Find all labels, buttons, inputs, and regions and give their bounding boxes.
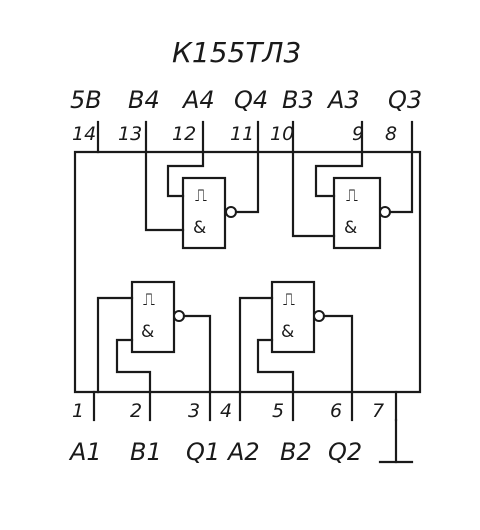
gate-1-inverter-bubble (173, 310, 185, 322)
gate-1-schmitt-symbol: ⎍ (143, 290, 155, 310)
pin-number-10: 10 (270, 123, 294, 145)
bottom-pin-numbers: 1 2 3 4 5 6 7 (72, 400, 384, 422)
signal-label-a1: А1 (68, 438, 102, 466)
pin-number-1: 1 (72, 400, 84, 422)
gate-3-inverter-bubble (379, 206, 391, 218)
pin-number-2: 2 (130, 400, 142, 422)
chip-body-outline (73, 150, 422, 394)
signal-label-b3: В3 (282, 86, 314, 114)
pin-number-13: 13 (118, 123, 142, 145)
gate-3-schmitt-symbol: ⎍ (346, 186, 358, 206)
signal-label-a3: А3 (326, 86, 360, 114)
signal-label-a4: А4 (181, 86, 215, 114)
gate-3: ⎍ & (291, 150, 414, 250)
gate-4-and-symbol: & (193, 218, 206, 238)
bottom-signal-labels: А1 В1 Q1 А2 В2 Q2 (68, 438, 362, 466)
pin-number-5: 5 (272, 400, 284, 422)
top-pin-numbers: 14 13 12 11 10 9 8 (72, 123, 397, 145)
gate-2-schmitt-symbol: ⎍ (283, 290, 295, 310)
pin-number-11: 11 (230, 123, 254, 145)
signal-label-b2: В2 (280, 438, 312, 466)
signal-label-q2: Q2 (328, 438, 362, 466)
signal-label-q4: Q4 (234, 86, 268, 114)
gate-1: ⎍ & (96, 280, 212, 394)
top-pin-leads (96, 120, 414, 154)
gate-4: ⎍ & (144, 150, 260, 250)
gate-4-body (181, 176, 227, 250)
pin-number-8: 8 (385, 123, 397, 145)
gate-4-schmitt-symbol: ⎍ (195, 186, 207, 206)
gate-2: ⎍ & (238, 280, 354, 394)
signal-label-b4: В4 (128, 86, 160, 114)
gate-2-inverter-bubble (313, 310, 325, 322)
gate-2-and-symbol: & (281, 322, 294, 342)
signal-label-q3: Q3 (388, 86, 422, 114)
pin-number-6: 6 (330, 400, 342, 422)
bottom-pin-leads (92, 390, 398, 422)
gate-4-inverter-bubble (225, 206, 237, 218)
pin-number-7: 7 (372, 400, 384, 422)
pin-number-4: 4 (220, 400, 232, 422)
signal-label-5v: 5В (70, 86, 102, 114)
ground-icon (378, 418, 414, 464)
signal-label-q1: Q1 (186, 438, 220, 466)
gate-1-and-symbol: & (141, 322, 154, 342)
pin-number-3: 3 (188, 400, 200, 422)
gate-3-and-symbol: & (344, 218, 357, 238)
signal-label-b1: В1 (130, 438, 162, 466)
top-signal-labels: 5В В4 А4 Q4 В3 А3 Q3 (70, 86, 422, 114)
signal-label-a2: А2 (226, 438, 260, 466)
pin-number-14: 14 (72, 123, 96, 145)
chip-title: К155ТЛ3 (172, 36, 301, 69)
pin-number-12: 12 (172, 123, 196, 145)
